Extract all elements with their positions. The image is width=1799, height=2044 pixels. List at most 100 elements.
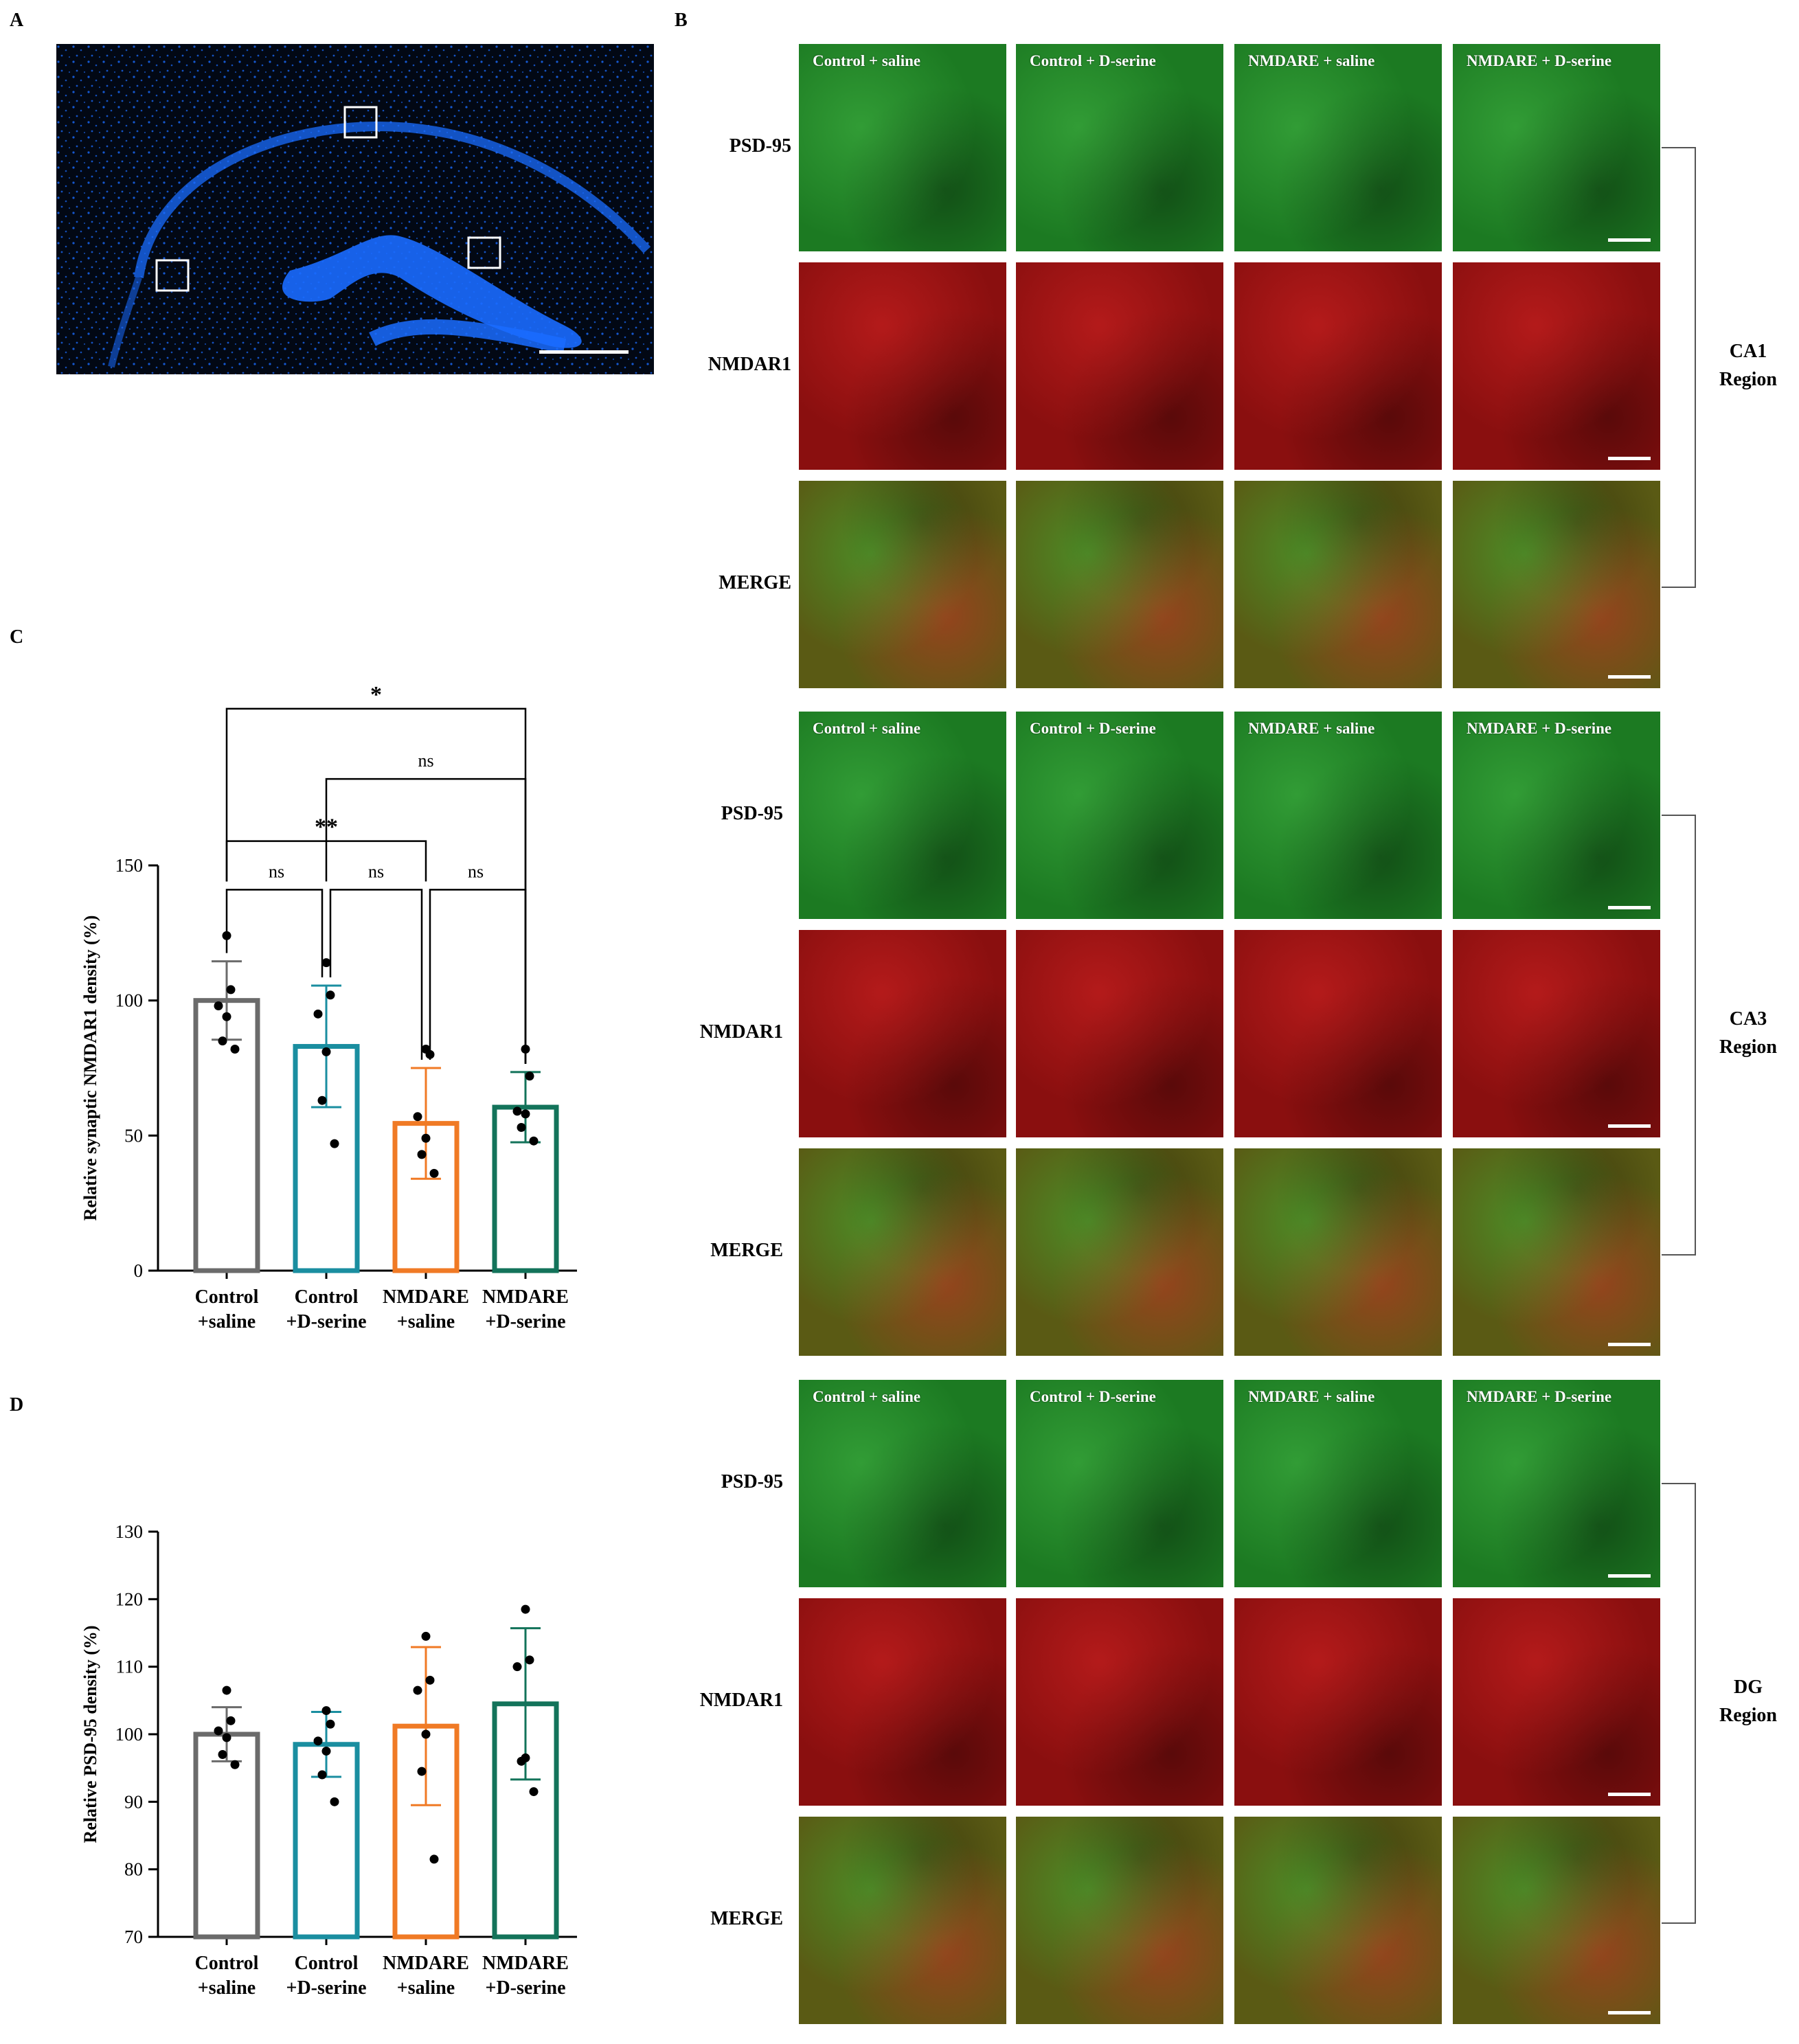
- condition-label-ca3-4: NMDARE + D-serine: [1467, 720, 1612, 737]
- tile-ca1-nmdar1-2: [1016, 262, 1223, 470]
- row-label-ca3-psd95: PSD-95: [721, 803, 783, 824]
- tile-ca3-psd95-4: NMDARE + D-serine: [1453, 712, 1660, 919]
- condition-label-ca1-1: Control + saline: [813, 52, 921, 69]
- significance-bracket: [325, 777, 527, 1064]
- significance-bracket: [329, 889, 423, 1060]
- tile-dg-nmdar1-2: [1016, 1598, 1223, 1806]
- bar: [193, 1731, 260, 1940]
- x-tick-label-line1: NMDARE: [482, 1286, 569, 1308]
- row-label-ca1-merge: MERGE: [719, 572, 791, 593]
- x-tick-label-line1: NMDARE: [482, 1953, 569, 1974]
- tile-ca3-merge-3: [1234, 1148, 1442, 1356]
- condition-label-dg-2: Control + D-serine: [1030, 1388, 1156, 1405]
- data-point: [230, 1760, 240, 1769]
- y-tick-label: 130: [115, 1521, 144, 1542]
- condition-label-ca1-3: NMDARE + saline: [1248, 52, 1375, 69]
- data-point: [421, 1631, 431, 1641]
- tile-ca3-psd95-2: Control + D-serine: [1016, 712, 1223, 919]
- scale-bar-dg-psd95: [1608, 1574, 1651, 1578]
- scale-bar-ca1-psd95: [1608, 238, 1651, 242]
- data-point: [517, 1123, 526, 1133]
- y-tick-label: 120: [115, 1589, 144, 1609]
- condition-label-ca3-3: NMDARE + saline: [1248, 720, 1375, 737]
- tile-ca3-nmdar1-2: [1016, 930, 1223, 1137]
- y-tick-label: 50: [124, 1125, 143, 1146]
- row-label-ca1-psd95: PSD-95: [729, 135, 791, 157]
- x-tick-label-line2: +D-serine: [286, 1311, 366, 1332]
- y-axis-label: Relative synaptic NMDAR1 density (%): [80, 916, 100, 1221]
- roi-box-dg: [155, 259, 190, 292]
- data-point: [321, 1706, 331, 1716]
- tile-ca3-merge-4: [1453, 1148, 1660, 1356]
- tile-ca3-nmdar1-3: [1234, 930, 1442, 1137]
- hippocampus-overview-image: [56, 44, 654, 374]
- significance-label: ns: [368, 861, 384, 881]
- tile-dg-nmdar1-4: [1453, 1598, 1660, 1806]
- x-tick-label-line2: +saline: [397, 1977, 455, 1999]
- x-tick-label-line2: +D-serine: [485, 1311, 565, 1332]
- region-label-dg: DG Region: [1719, 1677, 1777, 1726]
- data-point: [512, 1662, 522, 1672]
- bar: [392, 1723, 460, 1940]
- tile-ca3-nmdar1-4: [1453, 930, 1660, 1137]
- condition-label-ca1-2: Control + D-serine: [1030, 52, 1156, 69]
- tile-ca1-merge-1: [799, 481, 1006, 688]
- y-tick-label: 100: [115, 1724, 144, 1745]
- tile-dg-merge-1: [799, 1817, 1006, 2024]
- tile-ca3-psd95-3: NMDARE + saline: [1234, 712, 1442, 919]
- significance-bracket: [225, 707, 527, 1064]
- tile-ca1-merge-2: [1016, 481, 1223, 688]
- y-tick-label: 90: [124, 1791, 143, 1812]
- condition-label-dg-1: Control + saline: [813, 1388, 921, 1405]
- x-tick-label-line2: +saline: [397, 1311, 455, 1332]
- tile-ca1-psd95-3: NMDARE + saline: [1234, 44, 1442, 251]
- x-tick-label-line1: Control: [295, 1953, 359, 1974]
- tile-dg-merge-2: [1016, 1817, 1223, 2024]
- data-point: [512, 1106, 522, 1116]
- scale-bar-ca3-merge: [1608, 1343, 1651, 1346]
- row-label-ca1-nmdar1: NMDAR1: [708, 354, 791, 375]
- row-label-ca3-merge: MERGE: [710, 1240, 783, 1261]
- y-tick-label: 70: [124, 1927, 143, 1947]
- tile-ca3-merge-1: [799, 1148, 1006, 1356]
- data-point: [214, 1726, 223, 1736]
- x-tick-label-line2: +D-serine: [286, 1977, 366, 1999]
- row-label-dg-nmdar1: NMDAR1: [699, 1690, 783, 1711]
- significance-label: *: [370, 682, 382, 707]
- data-point: [417, 1150, 427, 1159]
- data-point: [317, 1095, 327, 1105]
- tile-ca1-nmdar1-3: [1234, 262, 1442, 470]
- x-tick-label-line2: +saline: [198, 1977, 256, 1999]
- scale-bar-ca3-nmdar1: [1608, 1124, 1651, 1128]
- data-point: [326, 990, 335, 1000]
- bar: [293, 1742, 360, 1940]
- x-tick-label-line2: +D-serine: [485, 1977, 565, 1999]
- data-point: [313, 1736, 323, 1746]
- y-tick-label: 0: [134, 1260, 144, 1281]
- row-label-dg-merge: MERGE: [710, 1908, 783, 1929]
- tile-ca1-psd95-2: Control + D-serine: [1016, 44, 1223, 251]
- tile-ca1-merge-3: [1234, 481, 1442, 688]
- data-point: [218, 1750, 227, 1759]
- significance-bracket: [225, 889, 324, 978]
- x-tick-label-line1: NMDARE: [383, 1953, 469, 1974]
- data-point: [321, 958, 331, 968]
- data-point: [218, 1036, 227, 1046]
- data-point: [429, 1168, 439, 1178]
- tile-dg-nmdar1-3: [1234, 1598, 1442, 1806]
- condition-label-dg-3: NMDARE + saline: [1248, 1388, 1375, 1405]
- significance-label: ns: [468, 861, 484, 881]
- data-point: [413, 1112, 422, 1122]
- tile-dg-psd95-2: Control + D-serine: [1016, 1380, 1223, 1587]
- x-tick-label-line1: Control: [195, 1286, 259, 1308]
- hippocampus-dapi-svg: [56, 44, 654, 374]
- x-tick-label-line1: NMDARE: [383, 1286, 469, 1308]
- data-point: [421, 1729, 431, 1739]
- scale-bar-ca1-merge: [1608, 675, 1651, 679]
- significance-label: ns: [269, 861, 284, 881]
- row-label-ca3-nmdar1: NMDAR1: [699, 1021, 783, 1043]
- data-point: [330, 1797, 339, 1806]
- data-point: [525, 1071, 534, 1081]
- bracket-dg: [1662, 1483, 1696, 1924]
- bracket-ca3: [1662, 815, 1696, 1256]
